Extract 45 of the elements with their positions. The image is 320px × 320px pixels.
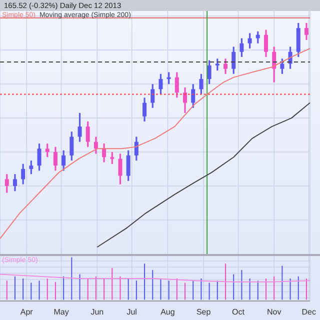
candlestick [280, 58, 284, 75]
candlestick [21, 163, 26, 186]
x-tick-label: Jun [90, 308, 104, 317]
x-tick-label: Apr [20, 308, 34, 317]
candlestick [207, 60, 212, 85]
candlestick [142, 96, 147, 122]
candlestick [296, 22, 300, 58]
candlestick [29, 160, 34, 175]
x-tick-label: May [54, 308, 69, 317]
x-tick-label: Aug [160, 308, 175, 317]
candlestick [264, 28, 268, 58]
candlestick [78, 112, 82, 143]
candlestick [224, 58, 228, 75]
candlestick [272, 46, 276, 84]
candlestick [304, 22, 308, 41]
candlestick [126, 150, 130, 182]
candlestick [86, 120, 90, 148]
candlestick [158, 73, 163, 96]
candlestick [45, 142, 50, 158]
candlestick [53, 146, 58, 172]
candlestick [12, 173, 17, 192]
candlestick [215, 58, 220, 72]
x-tick-label: Dec [302, 308, 316, 317]
candlestick [94, 136, 98, 155]
candlestick [199, 73, 204, 96]
x-tick-label: Sep [196, 308, 212, 317]
candlestick [134, 136, 138, 162]
x-tick-label: Oct [232, 308, 246, 317]
candlestick [191, 83, 196, 109]
candlestick [232, 46, 236, 75]
candlestick [62, 150, 66, 172]
candlestick [174, 71, 179, 98]
candlestick [118, 152, 122, 186]
candlestick [248, 32, 252, 50]
candlestick [240, 37, 244, 58]
candlestick [256, 30, 260, 44]
candlestick [110, 151, 114, 165]
x-tick-label: Nov [267, 308, 282, 317]
candlestick [70, 130, 74, 162]
candlestick [102, 142, 106, 164]
candlestick [4, 173, 9, 194]
candlestick [183, 86, 188, 114]
x-tick-label: Jul [126, 308, 138, 317]
candlestick [150, 83, 155, 109]
candlestick [37, 142, 42, 172]
